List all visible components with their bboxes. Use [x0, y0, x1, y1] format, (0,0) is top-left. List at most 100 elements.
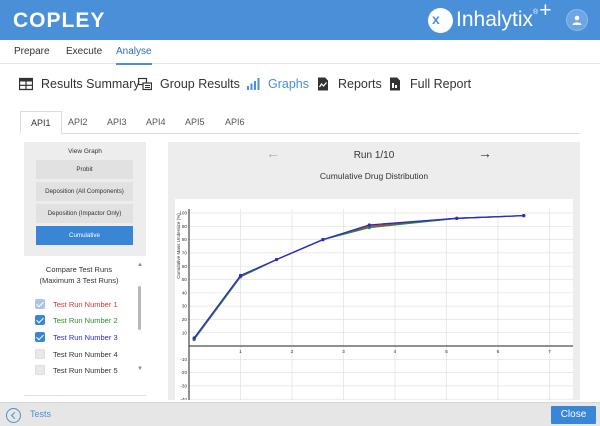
brand-plus: +: [539, 0, 552, 22]
next-run-arrow-icon[interactable]: →: [478, 145, 492, 161]
close-button[interactable]: Close: [551, 406, 596, 424]
brand-name: Inhalytix: [456, 8, 534, 31]
tab-api2[interactable]: API2: [68, 117, 88, 127]
chart-axes: 1 2 3 4 5 6 7 100 90 80 70 60 50 40 30 20 10 -10 -20 -30 -40…: [179, 209, 573, 415]
analysis-toolbar: Results Summary Group Results Graphs Rep…: [0, 73, 600, 95]
nav-analyse[interactable]: Analyse: [116, 46, 152, 65]
x-tick-label: 7: [548, 349, 551, 355]
y-axis-label: Cumulative Mass Undersize (%): [176, 213, 181, 279]
results-summary-label: Results Summary: [41, 77, 140, 91]
series-line: [193, 215, 524, 340]
compare-runs-title: Compare Test Runs (Maximum 3 Test Runs): [39, 265, 119, 285]
tab-api4[interactable]: API4: [146, 117, 166, 127]
y-tick-label: 80: [182, 237, 188, 242]
data-point: [455, 216, 459, 220]
y-tick-label: -10: [180, 357, 187, 362]
data-point: [367, 223, 371, 227]
y-tick-label: 100: [179, 211, 187, 216]
graph-area: 1 2 3 4 5 6 7 100 90 80 70 60 50 40 30 20 10 -10 -20 -30 -40…: [168, 196, 580, 415]
inhalytix-brand: x Inhalytix ® +: [428, 0, 551, 35]
test-run-checkbox[interactable]: [35, 299, 45, 309]
brand-registered-mark: ®: [533, 9, 539, 16]
results-summary-button[interactable]: Results Summary: [18, 73, 140, 95]
nav-execute[interactable]: Execute: [66, 46, 103, 57]
report-icon: [316, 77, 330, 91]
bar-chart-icon: [246, 77, 260, 91]
full-report-button[interactable]: Full Report: [388, 73, 471, 95]
tab-api3[interactable]: API3: [107, 117, 127, 127]
series-line: [193, 215, 524, 340]
y-tick-label: 10: [182, 330, 188, 335]
test-run-row[interactable]: Test Run Number 5: [35, 364, 118, 376]
x-tick-label: 3: [342, 349, 345, 355]
y-tick-label: 90: [182, 224, 188, 229]
graphs-button[interactable]: Graphs: [246, 73, 309, 95]
group-results-button[interactable]: Group Results: [137, 73, 240, 95]
cumulative-button[interactable]: Cumulative: [36, 226, 133, 245]
y-tick-label: 50: [182, 277, 188, 282]
chart-title: Cumulative Drug Distribution: [319, 171, 429, 181]
test-run-label: Test Run Number 5: [53, 365, 118, 375]
run-title: Run 1/10: [353, 150, 395, 161]
data-point: [522, 214, 526, 218]
x-tick-label: 6: [497, 349, 500, 355]
test-run-row[interactable]: Test Run Number 2: [35, 314, 118, 326]
previous-run-arrow-icon[interactable]: ←: [266, 145, 280, 161]
app-header: COPLEY x Inhalytix ® +: [0, 0, 600, 40]
data-point: [367, 226, 371, 230]
full-report-label: Full Report: [410, 77, 472, 91]
deposition-impactor-button[interactable]: Deposition (Impactor Only): [36, 204, 133, 223]
y-tick-label: -20: [180, 370, 187, 375]
reports-button[interactable]: Reports: [316, 73, 382, 95]
x-tick-label: 2: [291, 349, 294, 355]
graphs-label: Graphs: [268, 77, 309, 91]
test-run-label: Test Run Number 4: [53, 349, 118, 359]
scroll-up-icon[interactable]: ▲: [137, 262, 143, 268]
table-icon: [18, 77, 34, 91]
y-tick-label: 70: [182, 251, 188, 256]
back-arrow-icon[interactable]: [6, 408, 21, 423]
x-tick-label: 4: [394, 349, 397, 355]
tests-link[interactable]: Tests: [30, 409, 52, 419]
compare-runs-scrollbar[interactable]: [138, 286, 141, 330]
cumulative-chart: 1 2 3 4 5 6 7 100 90 80 70 60 50 40 30 20 10 -10 -20 -30 -40…: [176, 209, 573, 415]
test-run-checkbox[interactable]: [35, 315, 45, 325]
x-tick-label: 5: [445, 349, 448, 355]
footer-bar: Tests Close: [0, 402, 600, 426]
reports-label: Reports: [338, 77, 382, 91]
probit-button[interactable]: Probit: [36, 160, 133, 179]
y-tick-label: 20: [182, 317, 188, 322]
group-results-icon: [137, 77, 153, 91]
full-report-icon: [388, 77, 402, 91]
test-run-row[interactable]: Test Run Number 1: [35, 298, 118, 310]
chart-series: [192, 214, 526, 341]
tab-api5[interactable]: API5: [185, 117, 205, 127]
test-run-checkbox[interactable]: [35, 349, 45, 359]
scroll-down-icon[interactable]: ▼: [137, 366, 143, 372]
y-tick-label: 60: [182, 264, 188, 269]
data-point: [238, 273, 243, 278]
chart-grid: [189, 209, 573, 413]
y-tick-label: -30: [180, 384, 187, 389]
tab-api6[interactable]: API6: [225, 117, 245, 127]
nav-prepare[interactable]: Prepare: [14, 46, 50, 57]
divider: [24, 395, 146, 396]
plot-box: 1 2 3 4 5 6 7 100 90 80 70 60 50 40 30 20 10 -10 -20 -30 -40…: [175, 199, 573, 415]
test-run-row[interactable]: Test Run Number 4: [35, 348, 118, 360]
deposition-all-button[interactable]: Deposition (All Components): [36, 182, 133, 201]
test-run-checkbox[interactable]: [35, 332, 45, 342]
x-tick-label: 1: [239, 349, 242, 355]
data-point: [321, 238, 325, 242]
test-run-label: Test Run Number 2: [53, 315, 118, 325]
data-point: [192, 336, 196, 340]
test-run-row[interactable]: Test Run Number 3: [35, 331, 118, 343]
api-tabs: API1 API2 API3 API4 API5 API6: [20, 111, 580, 134]
user-icon[interactable]: [566, 9, 588, 31]
test-run-label: Test Run Number 1: [53, 299, 118, 309]
copley-logo: COPLEY: [13, 9, 106, 32]
tab-api1[interactable]: API1: [20, 111, 62, 134]
view-graph-title: View Graph: [68, 148, 102, 155]
y-tick-label: -40: [180, 397, 187, 400]
graph-header: ← Run 1/10 → Cumulative Drug Distributio…: [168, 142, 580, 196]
test-run-checkbox[interactable]: [35, 365, 45, 375]
